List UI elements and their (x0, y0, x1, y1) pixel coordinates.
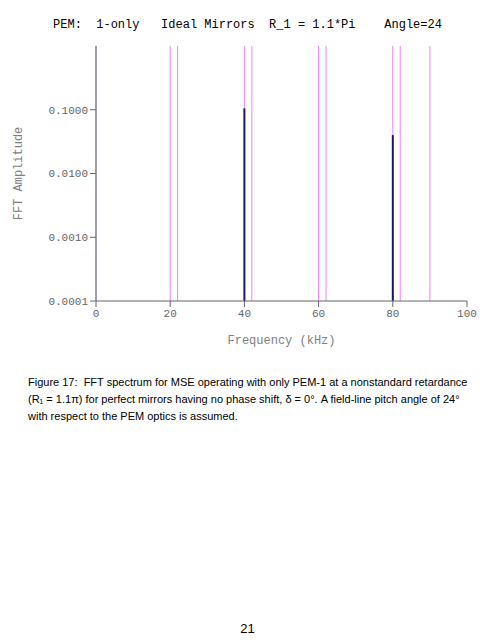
svg-text:80: 80 (386, 308, 399, 320)
svg-text:FFT Amplitude: FFT Amplitude (12, 127, 26, 221)
svg-text:0: 0 (93, 308, 100, 320)
html-text:Figure 17: FFT spectrum for MS: Figure 17: FFT spectrum for MSE operatin… (28, 376, 468, 388)
svg-text:0.0100: 0.0100 (48, 168, 88, 180)
svg-text:100: 100 (457, 308, 477, 320)
svg-text:Frequency (kHz): Frequency (kHz) (227, 334, 335, 348)
html-text:with respect to the PEM optics: with respect to the PEM optics is assume… (28, 410, 238, 422)
svg-text:0.0010: 0.0010 (48, 232, 88, 244)
html-text:PEM: 1-only Ideal Mirrors R_1: PEM: 1-only Ideal Mirrors R_1 = 1.1*Pi A… (53, 18, 442, 32)
svg-text:20: 20 (164, 308, 177, 320)
svg-text:0.1000: 0.1000 (48, 105, 88, 117)
html-text:21: 21 (240, 621, 255, 636)
html-text:(R₁ = 1.1π) for perfect mirror: (R₁ = 1.1π) for perfect mirrors having n… (28, 393, 460, 405)
svg-text:0.0001: 0.0001 (48, 296, 88, 308)
svg-text:60: 60 (312, 308, 325, 320)
svg-text:40: 40 (238, 308, 251, 320)
